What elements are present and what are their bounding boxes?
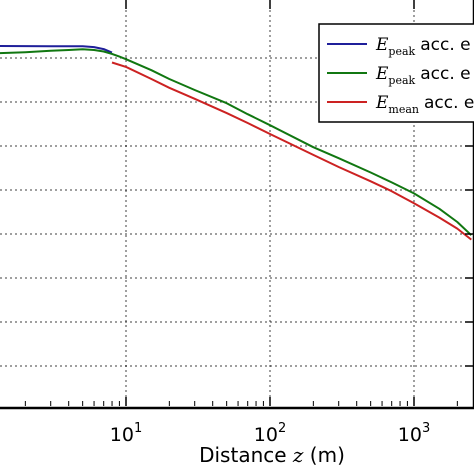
legend-label: Emean acc. e [375,93,474,116]
x-tick-label-exp: 1 [134,421,142,436]
legend-label: Epeak acc. e [375,35,471,58]
legend-text: acc. e [420,35,470,55]
legend-text: acc. e [424,93,474,113]
series-line [0,48,472,236]
legend-subscript: mean [388,103,419,116]
x-axis-label: Distance z (m) [199,443,345,467]
series-line [111,61,472,241]
x-tick-label-base: 10 [254,424,278,446]
x-axis-label-prefix: Distance [199,443,293,467]
legend-symbol: E [375,93,389,113]
x-tick-label-base: 10 [398,424,422,446]
x-tick-label: 103 [398,421,430,446]
x-tick-label: 102 [254,421,286,446]
legend-symbol: E [375,35,389,55]
x-tick-label-base: 10 [110,424,134,446]
legend: Epeak acc. e Epeak acc. e Emean acc. e [318,23,474,123]
x-axis-label-var: z [292,443,304,467]
series-line [0,45,113,54]
legend-subscript: peak [388,45,415,58]
data-lines [0,45,472,241]
x-tick-label-exp: 3 [422,421,430,436]
x-axis-label-suffix: (m) [303,443,344,467]
legend-text: acc. e [420,64,470,84]
x-tick-labels: 101 102 103 [110,421,430,446]
legend-subscript: peak [388,74,415,87]
x-tick-label-exp: 2 [278,421,286,436]
x-tick-label: 101 [110,421,142,446]
plot-frame [0,0,474,410]
legend-label: Epeak acc. e [375,64,471,87]
legend-symbol: E [375,64,389,84]
